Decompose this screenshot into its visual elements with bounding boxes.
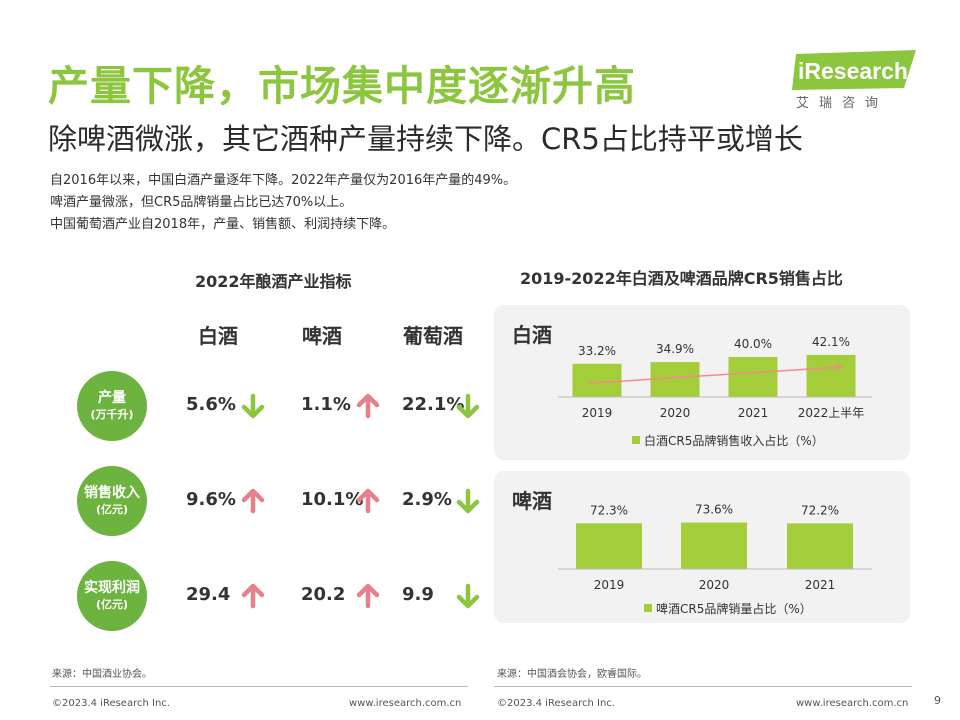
data-label: 72.2% (801, 503, 839, 517)
intro-line: 啤酒产量微涨，但CR5品牌销量占比已达70%以上。 (50, 195, 353, 210)
page-subtitle: 除啤酒微涨，其它酒种产量持续下降。CR5占比持平或增长 (48, 122, 803, 156)
beer-chart-panel: 啤酒 72.3% 2019 73.6% 2020 72.2% 2021 啤酒CR5品牌销量占… (494, 471, 910, 623)
metric-unit: (万千升) (90, 408, 134, 421)
metric-value: 20.2 (301, 584, 346, 605)
data-label: 40.0% (734, 337, 772, 351)
metric-value: 9.9 (402, 584, 434, 605)
footer-copyright-right: ©2023.4 iResearch Inc. (497, 698, 615, 709)
legend-swatch (644, 604, 652, 612)
x-tick-label: 2022上半年 (798, 406, 865, 420)
bar-2022上半年 (806, 354, 856, 397)
metric-circle-production: 产量 (万千升) (77, 371, 147, 441)
x-tick-label: 2019 (582, 406, 613, 420)
page-number: 9 (934, 694, 941, 707)
source-left: 来源：中国酒业协会。 (52, 669, 152, 680)
metric-value: 9.6% (186, 489, 236, 510)
metric-circle-profit: 实现利润 (亿元) (77, 561, 147, 631)
baijiu-chart-panel: 白酒 33.2% 2019 34.9% 2020 40.0% 2021 42.1% 2022上… (494, 305, 910, 460)
page-title: 产量下降，市场集中度逐渐升高 (48, 62, 636, 110)
logo-cn: 艾瑞咨询 (796, 96, 889, 111)
metric-value: 2.9% (402, 489, 452, 510)
data-label: 72.3% (590, 503, 628, 517)
bar-2021 (728, 357, 778, 397)
footer-url-left[interactable]: www.iresearch.com.cn (349, 698, 462, 709)
column-header-baijiu: 白酒 (198, 324, 238, 348)
footer-divider-right (494, 686, 912, 687)
bar-2020 (681, 522, 747, 569)
trend-arrowhead-icon (835, 363, 843, 371)
legend-swatch (632, 436, 640, 444)
source-right: 来源：中国酒会协会，欧睿国际。 (497, 669, 647, 680)
column-header-beer: 啤酒 (302, 324, 342, 348)
legend-label: 白酒CR5品牌销售收入占比（%） (644, 433, 824, 448)
metric-label: 产量 (98, 390, 126, 406)
metric-value: 5.6% (186, 394, 236, 415)
arrow-down-icon (241, 393, 265, 419)
indicators-title: 2022年酿酒产业指标 (195, 272, 352, 291)
bar-2019 (576, 523, 642, 569)
arrow-up-icon (241, 488, 265, 514)
arrow-down-icon (456, 583, 480, 609)
baijiu-cr5-bar-chart: 33.2% 2019 34.9% 2020 40.0% 2021 42.1% 2022上半年白… (558, 335, 872, 448)
column-header-wine: 葡萄酒 (403, 324, 463, 348)
data-label: 42.1% (812, 335, 850, 349)
beer-panel-label: 啤酒 (512, 489, 552, 513)
bar-2019 (572, 363, 622, 397)
metric-value: 10.1% (301, 489, 364, 510)
data-label: 73.6% (695, 503, 733, 517)
data-label: 33.2% (578, 344, 616, 358)
arrow-up-icon (356, 583, 380, 609)
metric-value: 22.1% (402, 394, 465, 415)
beer-cr5-bar-chart: 72.3% 2019 73.6% 2020 72.2% 2021 啤酒CR5品牌销量占比（%… (558, 503, 872, 616)
metric-circle-revenue: 销售收入 (亿元) (77, 466, 147, 536)
footer-url-right[interactable]: www.iresearch.com.cn (796, 698, 909, 709)
arrow-down-icon (456, 393, 480, 419)
arrow-down-icon (456, 488, 480, 514)
intro-line: 自2016年以来，中国白酒产量逐年下降。2022年产量仅为2016年产量的49%… (50, 173, 517, 188)
x-tick-label: 2021 (805, 578, 836, 592)
x-tick-label: 2020 (699, 578, 730, 592)
footer-copyright-left: ©2023.4 iResearch Inc. (52, 698, 170, 709)
footer-divider-left (50, 686, 468, 687)
baijiu-panel-label: 白酒 (512, 323, 552, 347)
x-tick-label: 2019 (594, 578, 625, 592)
metric-unit: (亿元) (95, 598, 129, 611)
metric-value: 1.1% (301, 394, 351, 415)
arrow-up-icon (356, 393, 380, 419)
intro-text: 自2016年以来，中国白酒产量逐年下降。2022年产量仅为2016年产量的49%… (50, 170, 516, 236)
arrow-up-icon (241, 583, 265, 609)
bar-2020 (650, 362, 700, 397)
logo-text: iResearch (798, 58, 908, 84)
metric-value: 29.4 (186, 584, 231, 605)
x-tick-label: 2021 (738, 406, 769, 420)
legend-label: 啤酒CR5品牌销量占比（%） (656, 601, 812, 616)
metric-unit: (亿元) (95, 503, 129, 516)
x-tick-label: 2020 (660, 406, 691, 420)
cr5-title: 2019-2022年白酒及啤酒品牌CR5销售占比 (520, 269, 843, 288)
intro-line: 中国葡萄酒产业自2018年，产量、销售额、利润持续下降。 (50, 217, 396, 232)
metric-label: 销售收入 (84, 485, 140, 501)
logo-badge-icon (792, 50, 916, 90)
metric-label: 实现利润 (84, 580, 140, 596)
trend-arrow-line (588, 366, 844, 384)
bar-2021 (787, 523, 853, 569)
data-label: 34.9% (656, 342, 694, 356)
arrow-up-icon (356, 488, 380, 514)
iresearch-logo: iResearch 艾瑞咨询 (792, 48, 922, 111)
